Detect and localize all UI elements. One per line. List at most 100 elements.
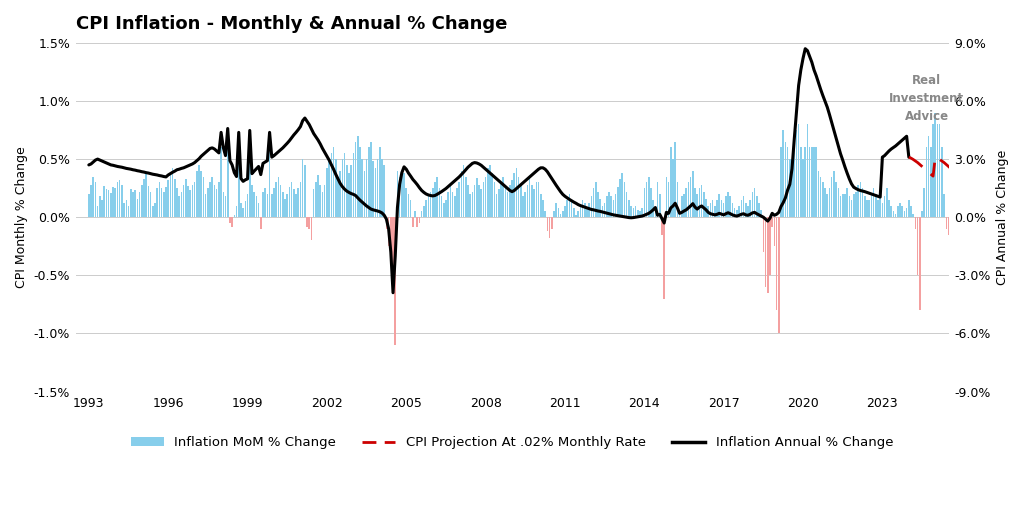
Bar bbox=[472, 191, 473, 217]
Bar bbox=[767, 217, 769, 293]
Bar bbox=[176, 188, 178, 217]
Bar bbox=[703, 191, 705, 217]
Bar bbox=[161, 188, 163, 217]
Bar bbox=[322, 191, 324, 217]
Bar bbox=[329, 159, 330, 217]
Bar bbox=[614, 194, 616, 217]
Bar bbox=[633, 208, 634, 217]
Bar bbox=[247, 194, 249, 217]
Bar bbox=[794, 148, 795, 217]
Bar bbox=[650, 188, 651, 217]
Bar bbox=[216, 189, 217, 217]
Legend: Inflation MoM % Change, CPI Projection At .02% Monthly Rate, Inflation Annual % : Inflation MoM % Change, CPI Projection A… bbox=[125, 431, 899, 454]
Bar bbox=[866, 200, 867, 217]
Bar bbox=[834, 171, 835, 217]
Bar bbox=[540, 194, 542, 217]
Bar bbox=[344, 153, 345, 217]
Bar bbox=[412, 217, 414, 226]
Bar bbox=[964, 183, 965, 217]
Bar bbox=[628, 200, 630, 217]
Bar bbox=[300, 183, 301, 217]
Bar bbox=[262, 191, 264, 217]
Bar bbox=[878, 200, 879, 217]
Bar bbox=[597, 191, 599, 217]
Bar bbox=[392, 217, 394, 287]
Bar bbox=[132, 191, 134, 217]
Bar bbox=[584, 203, 586, 217]
Bar bbox=[531, 185, 532, 217]
Bar bbox=[696, 194, 698, 217]
Bar bbox=[608, 191, 610, 217]
Bar bbox=[383, 165, 385, 217]
Bar bbox=[174, 179, 175, 217]
Bar bbox=[790, 159, 791, 217]
Bar bbox=[672, 159, 674, 217]
Bar bbox=[639, 212, 641, 217]
Bar bbox=[180, 191, 182, 217]
Bar bbox=[97, 206, 98, 217]
Bar bbox=[469, 194, 471, 217]
Bar bbox=[932, 124, 934, 217]
Bar bbox=[948, 217, 949, 235]
Bar bbox=[891, 206, 892, 217]
Bar bbox=[280, 185, 282, 217]
Bar bbox=[968, 194, 969, 217]
Bar bbox=[494, 183, 496, 217]
Bar bbox=[800, 148, 802, 217]
Bar bbox=[654, 212, 656, 217]
Text: Real
Investment
Advice: Real Investment Advice bbox=[889, 74, 965, 123]
Bar bbox=[943, 194, 945, 217]
Bar bbox=[641, 208, 643, 217]
Bar bbox=[522, 196, 524, 217]
Bar bbox=[750, 200, 751, 217]
Bar bbox=[478, 185, 480, 217]
Bar bbox=[849, 196, 850, 217]
Bar bbox=[163, 191, 165, 217]
Bar bbox=[350, 165, 352, 217]
Bar bbox=[721, 200, 722, 217]
Bar bbox=[366, 159, 368, 217]
Bar bbox=[792, 159, 793, 217]
Bar bbox=[199, 165, 200, 217]
Bar bbox=[408, 194, 410, 217]
Bar bbox=[487, 168, 488, 217]
Bar bbox=[313, 189, 314, 217]
Bar bbox=[564, 206, 565, 217]
Bar bbox=[950, 217, 951, 241]
Bar bbox=[203, 177, 204, 217]
Bar bbox=[941, 148, 943, 217]
Bar bbox=[99, 196, 100, 217]
Bar bbox=[337, 177, 339, 217]
Bar bbox=[784, 142, 786, 217]
Bar bbox=[622, 173, 623, 217]
Bar bbox=[178, 196, 180, 217]
Bar bbox=[524, 191, 526, 217]
Bar bbox=[595, 183, 597, 217]
Bar bbox=[302, 159, 303, 217]
Bar bbox=[388, 217, 389, 247]
Bar bbox=[282, 191, 284, 217]
Bar bbox=[233, 215, 236, 217]
Bar bbox=[692, 171, 693, 217]
Bar bbox=[542, 200, 544, 217]
Bar bbox=[557, 208, 559, 217]
Bar bbox=[575, 215, 577, 217]
Bar bbox=[417, 217, 418, 226]
Bar bbox=[809, 148, 810, 217]
Bar bbox=[214, 185, 215, 217]
Bar bbox=[165, 187, 167, 217]
Bar bbox=[773, 217, 775, 247]
Bar bbox=[910, 206, 911, 217]
Bar bbox=[258, 203, 259, 217]
Bar bbox=[862, 188, 863, 217]
Bar bbox=[406, 188, 408, 217]
Bar bbox=[354, 142, 356, 217]
Bar bbox=[620, 179, 621, 217]
Bar bbox=[874, 194, 877, 217]
Bar bbox=[222, 191, 224, 217]
Bar bbox=[771, 217, 773, 226]
Bar bbox=[798, 124, 800, 217]
Bar bbox=[496, 194, 498, 217]
Bar bbox=[754, 188, 756, 217]
Bar bbox=[656, 183, 658, 217]
